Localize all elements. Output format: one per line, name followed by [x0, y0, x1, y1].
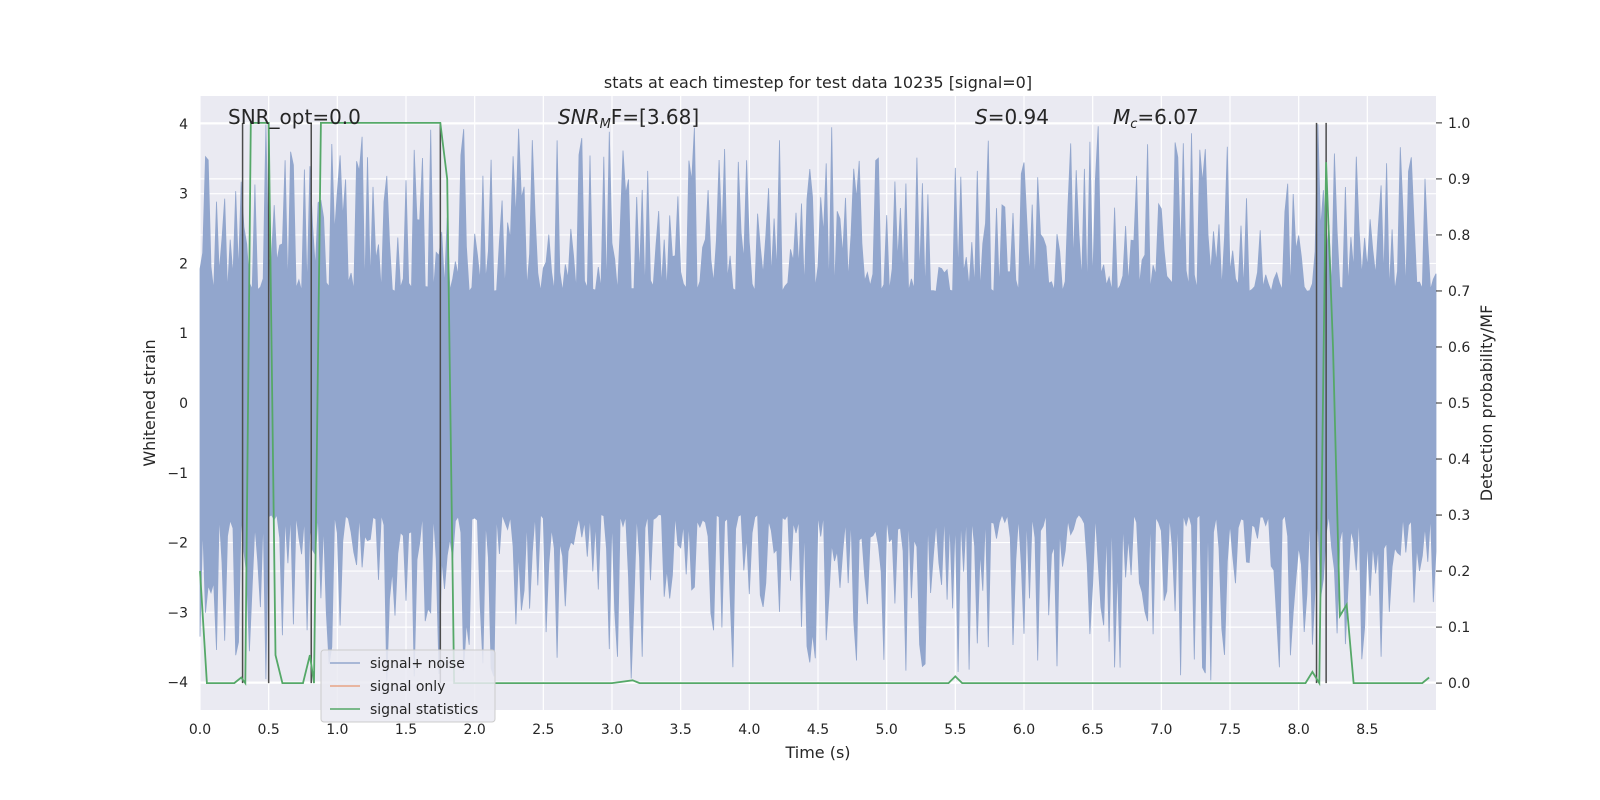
x-tick-label-1: 0.5: [258, 722, 280, 738]
x-tick-label-2: 1.0: [326, 722, 348, 738]
annotation-snr-mf-sub: M: [600, 117, 611, 132]
y2-tick-label-4: 0.4: [1448, 452, 1470, 468]
annotation-snr-mf: SNRMF=[3.68]: [558, 105, 699, 132]
annotation-s-val: =0.94: [988, 105, 1049, 129]
annotation-snr-mf-rest: F=[3.68]: [611, 105, 699, 129]
y-axis-label: Whitened strain: [140, 339, 159, 466]
annotation-snr-mf-base: SNR: [558, 105, 600, 129]
y-tick-label-7: 3: [179, 187, 188, 203]
legend-box: [320, 649, 496, 723]
y2-tick-label-1: 0.1: [1448, 620, 1470, 636]
x-tick-label-13: 6.5: [1082, 722, 1104, 738]
annotation-snr-opt: SNR_opt=0.0: [228, 105, 361, 129]
x-tick-label-10: 5.0: [876, 722, 898, 738]
x-tick-label-15: 7.5: [1219, 722, 1241, 738]
y2-axis-ticks: 0.0 0.1 0.2 0.3 0.4 0.5 0.6 0.7 0.8 0.9 1.0: [1436, 116, 1470, 692]
x-axis-label: Time (s): [784, 743, 850, 762]
x-tick-label-5: 2.5: [532, 722, 554, 738]
x-axis-ticks: 0.0 0.5 1.0 1.5 2.0 2.5 3.0 3.5 4.0 4.5 5.0 5.5 6.0 6…: [189, 722, 1379, 738]
y-tick-label-6: 2: [179, 256, 188, 272]
x-tick-label-8: 4.0: [738, 722, 760, 738]
annotation-mc-sub: c: [1130, 117, 1137, 132]
chart-title: stats at each timestep for test data 102…: [604, 73, 1032, 92]
x-tick-label-9: 4.5: [807, 722, 829, 738]
x-tick-label-14: 7.0: [1150, 722, 1172, 738]
y2-tick-label-0: 0.0: [1448, 676, 1470, 692]
y-tick-label-1: −3: [167, 605, 188, 621]
signal-noise-band: [199, 124, 1437, 682]
y2-tick-label-7: 0.7: [1448, 284, 1470, 300]
y2-tick-label-6: 0.6: [1448, 340, 1470, 356]
y-tick-label-0: −4: [167, 675, 188, 691]
x-tick-label-12: 6.0: [1013, 722, 1035, 738]
x-tick-label-7: 3.5: [670, 722, 692, 738]
x-tick-label-6: 3.0: [601, 722, 623, 738]
y-tick-label-8: 4: [179, 117, 188, 133]
y2-tick-label-9: 0.9: [1448, 172, 1470, 188]
y-axis-ticks: −4 −3 −2 −1 0 1 2 3 4: [167, 117, 188, 691]
y2-tick-label-10: 1.0: [1448, 116, 1470, 132]
annotation-s-sym: S: [975, 105, 988, 129]
vertical-markers: [241, 122, 1327, 684]
y2-tick-label-8: 0.8: [1448, 228, 1470, 244]
y2-tick-label-3: 0.3: [1448, 508, 1470, 524]
y2-axis-label: Detection probability/MF: [1477, 305, 1496, 502]
legend-label-signal-only: signal only: [370, 679, 445, 695]
legend-label-signal-statistics: signal statistics: [370, 702, 478, 718]
legend: signal+ noise signal only signal statist…: [320, 649, 496, 723]
series-signal-noise: [199, 124, 1437, 682]
x-tick-label-16: 8.0: [1288, 722, 1310, 738]
annotation-mc-sym: M: [1113, 105, 1130, 129]
x-tick-label-0: 0.0: [189, 722, 211, 738]
annotation-mc-val: =6.07: [1137, 105, 1198, 129]
y2-tick-label-2: 0.2: [1448, 564, 1470, 580]
y-tick-label-3: −1: [167, 466, 188, 482]
y2-tick-label-5: 0.5: [1448, 396, 1470, 412]
y-tick-label-2: −2: [167, 536, 188, 552]
y-tick-label-5: 1: [179, 326, 188, 342]
x-tick-label-4: 2.0: [464, 722, 486, 738]
x-tick-label-17: 8.5: [1356, 722, 1378, 738]
legend-label-signal-noise: signal+ noise: [370, 656, 465, 672]
x-tick-label-11: 5.5: [944, 722, 966, 738]
y-tick-label-4: 0: [179, 396, 188, 412]
annotation-s: S=0.94: [975, 105, 1049, 129]
annotation-mc: Mc=6.07: [1113, 105, 1199, 132]
x-tick-label-3: 1.5: [395, 722, 417, 738]
